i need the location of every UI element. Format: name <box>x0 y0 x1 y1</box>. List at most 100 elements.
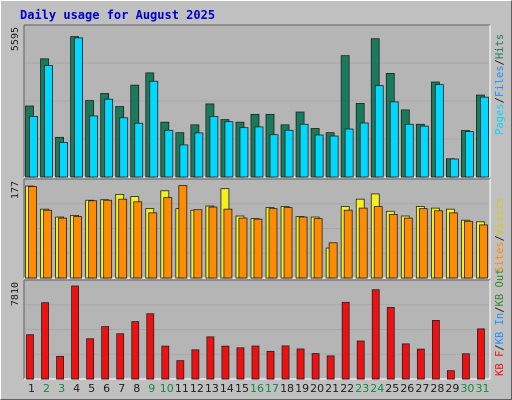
x-tick-label: 28 <box>430 382 444 395</box>
x-tick-label: 6 <box>103 382 110 395</box>
x-tick-label: 3 <box>58 382 65 395</box>
files-bar-day-13 <box>209 116 219 178</box>
x-tick-label: 7 <box>118 382 125 395</box>
legend-entry: Sites <box>494 241 506 273</box>
x-tick-label: 26 <box>400 382 414 395</box>
kbf-bar-day-30 <box>462 353 470 380</box>
kbf-bar-day-3 <box>56 355 64 380</box>
files-bar-day-9 <box>149 80 159 178</box>
files-bar-day-4 <box>74 37 83 178</box>
sites-bar-day-30 <box>464 220 473 279</box>
sites-bar-day-28 <box>433 210 443 279</box>
files-bar-day-3 <box>59 142 68 178</box>
legend-entry: Visits <box>494 197 506 235</box>
x-tick-label: 14 <box>220 382 234 395</box>
kbf-bar-day-31 <box>477 328 485 380</box>
sites-bar-day-26 <box>403 217 413 279</box>
files-bar-day-28 <box>434 84 444 178</box>
files-bar-day-11 <box>179 144 189 178</box>
kbf-bar-day-24 <box>371 289 380 380</box>
files-bar-day-10 <box>164 129 174 178</box>
kbf-bar-day-17 <box>266 350 275 380</box>
x-tick-label: 1 <box>28 382 35 395</box>
sites-bar-day-6 <box>103 199 113 279</box>
files-bar-day-7 <box>119 117 129 178</box>
x-tick-label: 20 <box>310 382 324 395</box>
sites-bar-day-25 <box>388 214 398 279</box>
files-bar-day-20 <box>314 134 324 178</box>
files-bar-day-14 <box>224 121 234 178</box>
sites-bar-day-17 <box>268 208 278 279</box>
files-bar-day-31 <box>480 96 489 178</box>
files-bar-day-22 <box>344 128 354 178</box>
kbf-bar-day-23 <box>356 340 365 380</box>
sites-bar-day-20 <box>313 218 323 279</box>
sites-bar-day-1 <box>28 186 37 279</box>
sites-bar-day-29 <box>449 212 458 279</box>
x-tick-label: 4 <box>73 382 80 395</box>
x-tick-label: 13 <box>205 382 219 395</box>
files-bar-day-23 <box>359 122 369 178</box>
chart-title: Daily usage for August 2025 <box>20 8 216 22</box>
sites-bar-day-23 <box>358 207 368 279</box>
legend-entry: / <box>494 344 506 350</box>
kbf-bar-day-9 <box>146 313 155 380</box>
sites-bar-day-22 <box>343 209 353 279</box>
files-bar-day-16 <box>254 126 264 178</box>
files-bar-day-1 <box>29 116 38 178</box>
legend-bottom: KB F/KB In/KB Out <box>494 269 506 377</box>
x-tick-label: 29 <box>445 382 459 395</box>
legend-entry: / <box>494 306 506 312</box>
sites-bar-day-7 <box>118 198 128 279</box>
files-bar-day-29 <box>450 158 459 178</box>
sites-bar-day-27 <box>418 208 428 279</box>
legend-entry: KB Out <box>494 269 506 307</box>
kbf-bar-day-6 <box>101 326 110 380</box>
x-tick-label: 24 <box>370 382 384 395</box>
files-bar-day-5 <box>89 115 99 178</box>
sites-bar-day-4 <box>73 216 82 279</box>
legend-entry: / <box>494 97 506 103</box>
kbf-bar-day-13 <box>206 336 215 380</box>
sites-bar-day-8 <box>133 201 143 279</box>
legend-entry: KB F <box>494 351 506 376</box>
x-tick-label: 23 <box>355 382 369 395</box>
x-tick-label: 2 <box>43 382 50 395</box>
y-max-label-bottom: 7810 <box>10 282 21 306</box>
files-bar-day-12 <box>194 132 204 178</box>
y-max-label-top: 5595 <box>10 27 21 51</box>
x-tick-label: 30 <box>460 382 474 395</box>
legend-entry: / <box>494 235 506 241</box>
kbf-bar-day-12 <box>191 349 200 380</box>
files-bar-day-21 <box>329 135 339 178</box>
kbf-bar-day-19 <box>296 348 305 380</box>
sites-bar-day-18 <box>283 207 293 279</box>
kbf-bar-day-15 <box>236 347 245 380</box>
files-bar-day-26 <box>404 123 414 178</box>
files-bar-day-15 <box>239 127 249 178</box>
x-tick-label: 18 <box>280 382 294 395</box>
x-tick-label: 9 <box>148 382 155 395</box>
kbf-bar-day-2 <box>41 302 49 380</box>
y-max-label-middle: 177 <box>10 181 21 199</box>
files-bar-day-19 <box>299 123 309 178</box>
kbf-bar-day-22 <box>341 301 350 380</box>
kbf-bar-day-14 <box>221 345 230 380</box>
sites-bar-day-3 <box>58 217 67 279</box>
x-tick-label: 5 <box>88 382 95 395</box>
x-tick-label: 16 <box>250 382 264 395</box>
sites-bar-day-9 <box>148 212 158 279</box>
files-bar-day-17 <box>269 134 279 178</box>
kbf-bar-day-20 <box>311 353 320 380</box>
x-tick-label: 19 <box>295 382 309 395</box>
kbf-bar-day-28 <box>431 320 440 380</box>
files-bar-day-8 <box>134 122 144 178</box>
x-tick-label: 15 <box>235 382 249 395</box>
legend-entry: / <box>494 59 506 65</box>
legend-top: Pages/Files/Hits <box>494 34 506 135</box>
sites-bar-day-5 <box>88 200 98 279</box>
kbf-bar-day-4 <box>71 285 79 380</box>
files-bar-day-24 <box>374 85 384 178</box>
legend-entry: Files <box>494 65 506 97</box>
